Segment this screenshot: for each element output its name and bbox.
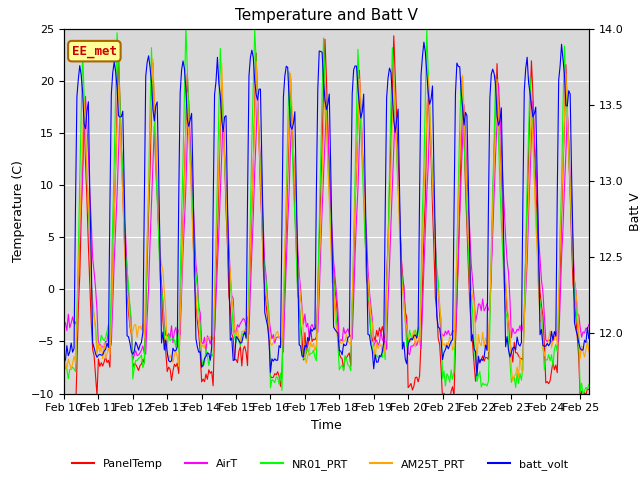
- X-axis label: Time: Time: [311, 419, 342, 432]
- Text: EE_met: EE_met: [72, 45, 117, 58]
- Y-axis label: Temperature (C): Temperature (C): [12, 160, 26, 262]
- Title: Temperature and Batt V: Temperature and Batt V: [235, 9, 418, 24]
- Y-axis label: Batt V: Batt V: [629, 192, 640, 230]
- Legend: PanelTemp, AirT, NR01_PRT, AM25T_PRT, batt_volt: PanelTemp, AirT, NR01_PRT, AM25T_PRT, ba…: [68, 455, 572, 474]
